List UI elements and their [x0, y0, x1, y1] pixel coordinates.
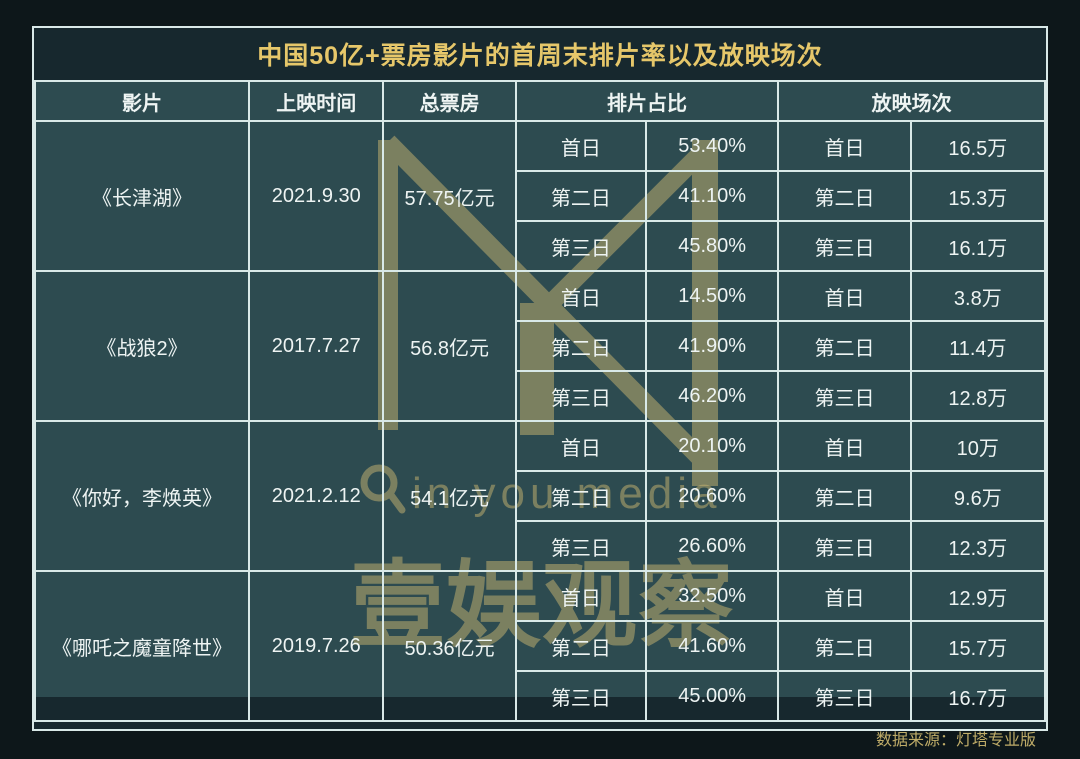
- header-screening-ratio: 排片占比: [514, 80, 780, 122]
- ratio-value-cell: 26.60%: [645, 520, 780, 572]
- release-date-cell: 2019.7.26: [248, 570, 385, 722]
- day-label-cell: 第三日: [514, 520, 648, 572]
- sessions-value-cell: 10万: [909, 420, 1047, 472]
- ratio-value-cell: 20.60%: [645, 470, 780, 522]
- ratio-value-cell: 53.40%: [645, 120, 780, 172]
- sessions-value-cell: 16.5万: [909, 120, 1047, 172]
- day-label-cell: 第三日: [777, 520, 912, 572]
- sessions-value-cell: 16.7万: [909, 670, 1047, 722]
- sessions-value-cell: 12.3万: [909, 520, 1047, 572]
- box-office-cell: 54.1亿元: [382, 420, 517, 572]
- day-label-cell: 首日: [777, 270, 912, 322]
- ratio-value-cell: 41.60%: [645, 620, 780, 672]
- day-label-cell: 首日: [514, 120, 648, 172]
- header-release-date: 上映时间: [248, 80, 385, 122]
- data-source: 数据来源：灯塔专业版: [875, 732, 1036, 749]
- header-row: 影片 上映时间 总票房 排片占比 放映场次: [33, 80, 1046, 122]
- sessions-value-cell: 15.3万: [909, 170, 1047, 222]
- film-name-cell: 《战狼2》: [33, 270, 251, 422]
- day-label-cell: 第三日: [514, 670, 648, 722]
- board-content: 中国50亿+票房影片的首周末排片率以及放映场次 影片 上映时间 总票房 排片占比…: [33, 28, 1047, 749]
- table-row: 《战狼2》 2017.7.27 56.8亿元 首日 14.50% 首日 3.8万: [33, 270, 1047, 422]
- table-row: 第二日 41.60% 第二日 15.7万: [35, 620, 1047, 672]
- ratio-value-cell: 45.00%: [645, 670, 780, 722]
- day-label-cell: 第二日: [514, 470, 648, 522]
- ratio-value-cell: 14.50%: [645, 270, 780, 322]
- film-name-cell: 《哪吒之魔童降世》: [33, 570, 251, 722]
- day-label-cell: 首日: [514, 420, 648, 472]
- ratio-value-cell: 20.10%: [645, 420, 780, 472]
- day-label-cell: 首日: [777, 420, 912, 472]
- ratio-value-cell: 41.90%: [645, 320, 780, 372]
- film-name-cell: 《你好，李焕英》: [33, 420, 251, 572]
- sessions-value-cell: 11.4万: [909, 320, 1047, 372]
- table-row: 第三日 45.00% 第三日 16.7万: [35, 670, 1047, 722]
- box-office-cell: 56.8亿元: [382, 270, 517, 422]
- films-table: 影片 上映时间 总票房 排片占比 放映场次 《长津湖》 2021.9.30 57…: [33, 80, 1047, 722]
- sessions-value-cell: 16.1万: [909, 220, 1047, 272]
- day-label-cell: 首日: [777, 120, 912, 172]
- day-label-cell: 第三日: [777, 220, 912, 272]
- table-row: 《哪吒之魔童降世》 2019.7.26 50.36亿元 首日 32.50% 首日…: [33, 570, 1047, 722]
- box-office-cell: 57.75亿元: [382, 120, 517, 272]
- table-row: 第三日 26.60% 第三日 12.3万: [35, 520, 1047, 572]
- box-office-infographic: in you media 壹娱观察 中国50亿+票房影片的首周末排片率以及放映场…: [32, 26, 1048, 749]
- sessions-value-cell: 3.8万: [909, 270, 1047, 322]
- film-name-cell: 《长津湖》: [33, 120, 251, 272]
- day-label-cell: 第三日: [514, 220, 648, 272]
- release-date-cell: 2017.7.27: [248, 270, 385, 422]
- ratio-value-cell: 41.10%: [645, 170, 780, 222]
- title-bar: 中国50亿+票房影片的首周末排片率以及放映场次: [34, 28, 1046, 80]
- box-office-cell: 50.36亿元: [382, 570, 517, 722]
- release-date-cell: 2021.9.30: [248, 120, 385, 272]
- sessions-value-cell: 9.6万: [909, 470, 1047, 522]
- table-row: 《你好，李焕英》 2021.2.12 54.1亿元 首日 20.10% 首日 1…: [33, 420, 1047, 572]
- header-screening-sessions: 放映场次: [777, 80, 1046, 122]
- sessions-value-cell: 12.8万: [909, 370, 1047, 422]
- day-label-cell: 第二日: [514, 620, 648, 672]
- page-title: 中国50亿+票房影片的首周末排片率以及放映场次: [257, 42, 823, 70]
- day-label-cell: 首日: [514, 270, 648, 322]
- day-label-cell: 首日: [777, 570, 912, 622]
- ratio-value-cell: 46.20%: [645, 370, 780, 422]
- day-label-cell: 第二日: [777, 620, 912, 672]
- day-label-cell: 第二日: [514, 170, 648, 222]
- day-label-cell: 首日: [514, 570, 648, 622]
- day-label-cell: 第二日: [777, 320, 912, 372]
- ratio-value-cell: 45.80%: [645, 220, 780, 272]
- header-film: 影片: [33, 80, 251, 122]
- header-box-office: 总票房: [382, 80, 517, 122]
- day-label-cell: 第二日: [777, 470, 912, 522]
- source-bar: 数据来源：灯塔专业版: [34, 722, 1046, 754]
- table-row: 《长津湖》 2021.9.30 57.75亿元 首日 53.40% 首日 16.…: [33, 120, 1047, 272]
- ratio-value-cell: 32.50%: [645, 570, 780, 622]
- day-label-cell: 第三日: [777, 670, 912, 722]
- day-label-cell: 第二日: [514, 320, 648, 372]
- day-label-cell: 第二日: [777, 170, 912, 222]
- day-label-cell: 第三日: [777, 370, 912, 422]
- release-date-cell: 2021.2.12: [248, 420, 385, 572]
- sessions-value-cell: 15.7万: [909, 620, 1047, 672]
- day-label-cell: 第三日: [514, 370, 648, 422]
- sessions-value-cell: 12.9万: [909, 570, 1047, 622]
